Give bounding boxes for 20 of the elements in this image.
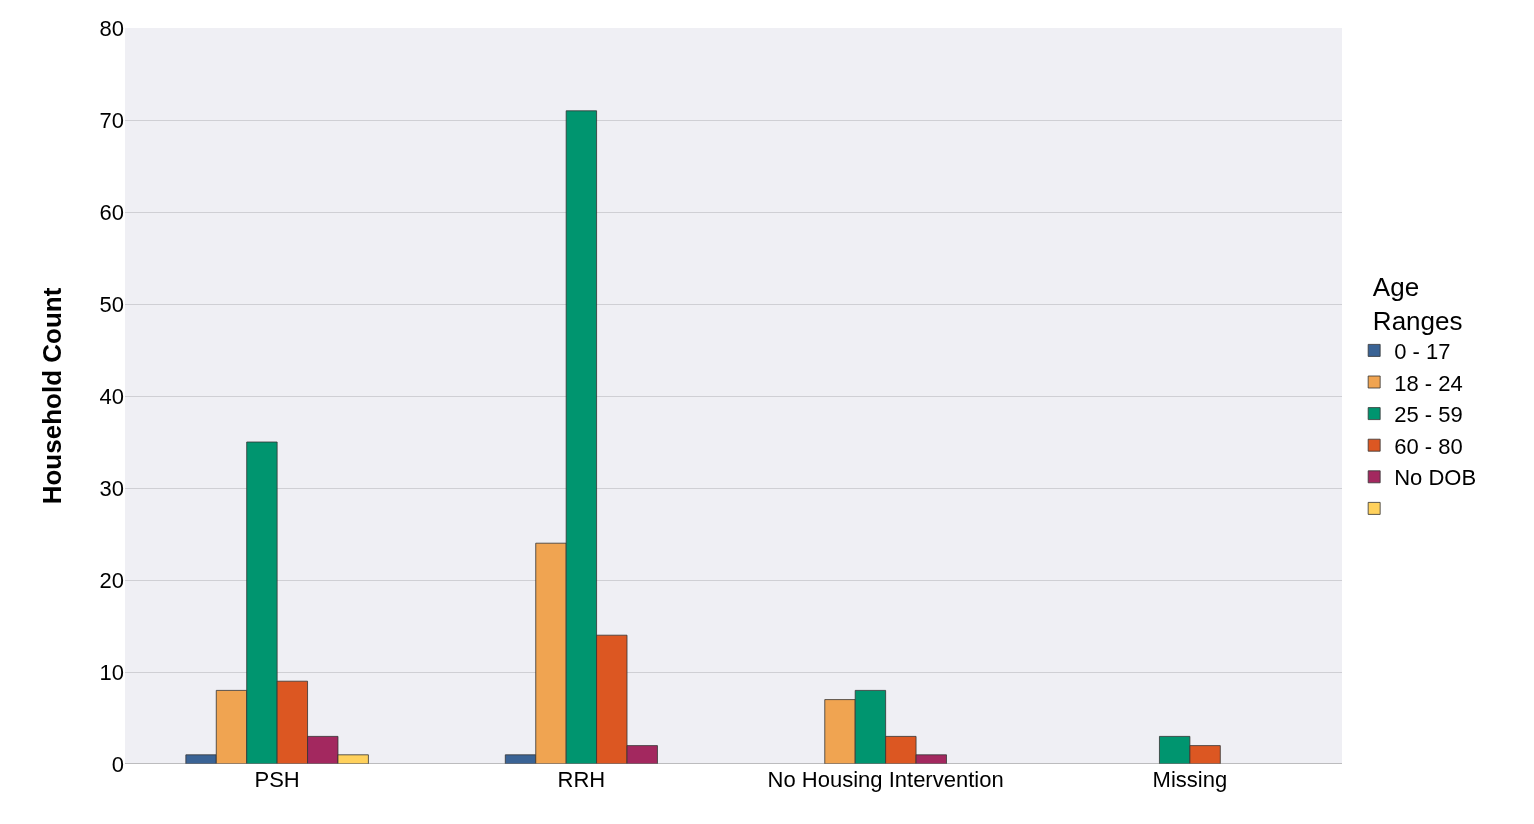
x-tick-label: No Housing Intervention <box>767 767 1004 792</box>
y-tick-label: 20 <box>99 567 124 593</box>
x-tick-label: Missing <box>1152 767 1228 792</box>
y-tick-label: 30 <box>99 475 124 501</box>
legend-label: 18 - 24 <box>1394 370 1463 396</box>
legend-label: 0 - 17 <box>1394 338 1451 364</box>
legend-label: 60 - 80 <box>1394 433 1463 459</box>
y-tick-label: 50 <box>99 291 124 317</box>
y-tick-label: 40 <box>99 383 124 409</box>
y-axis-title: Household Count <box>36 287 67 505</box>
y-tick-label: 10 <box>99 659 124 685</box>
x-tick-label: RRH <box>557 767 606 792</box>
legend-label: No DOB <box>1394 465 1477 491</box>
legend-label: 25 - 59 <box>1394 402 1463 428</box>
y-tick-label: 60 <box>99 199 124 225</box>
x-tick-label: PSH <box>254 767 300 792</box>
legend-title: Age Ranges <box>1372 271 1463 336</box>
y-tick-label: 0 <box>111 751 124 777</box>
y-tick-label: 80 <box>99 15 124 41</box>
y-tick-label: 70 <box>99 107 124 133</box>
